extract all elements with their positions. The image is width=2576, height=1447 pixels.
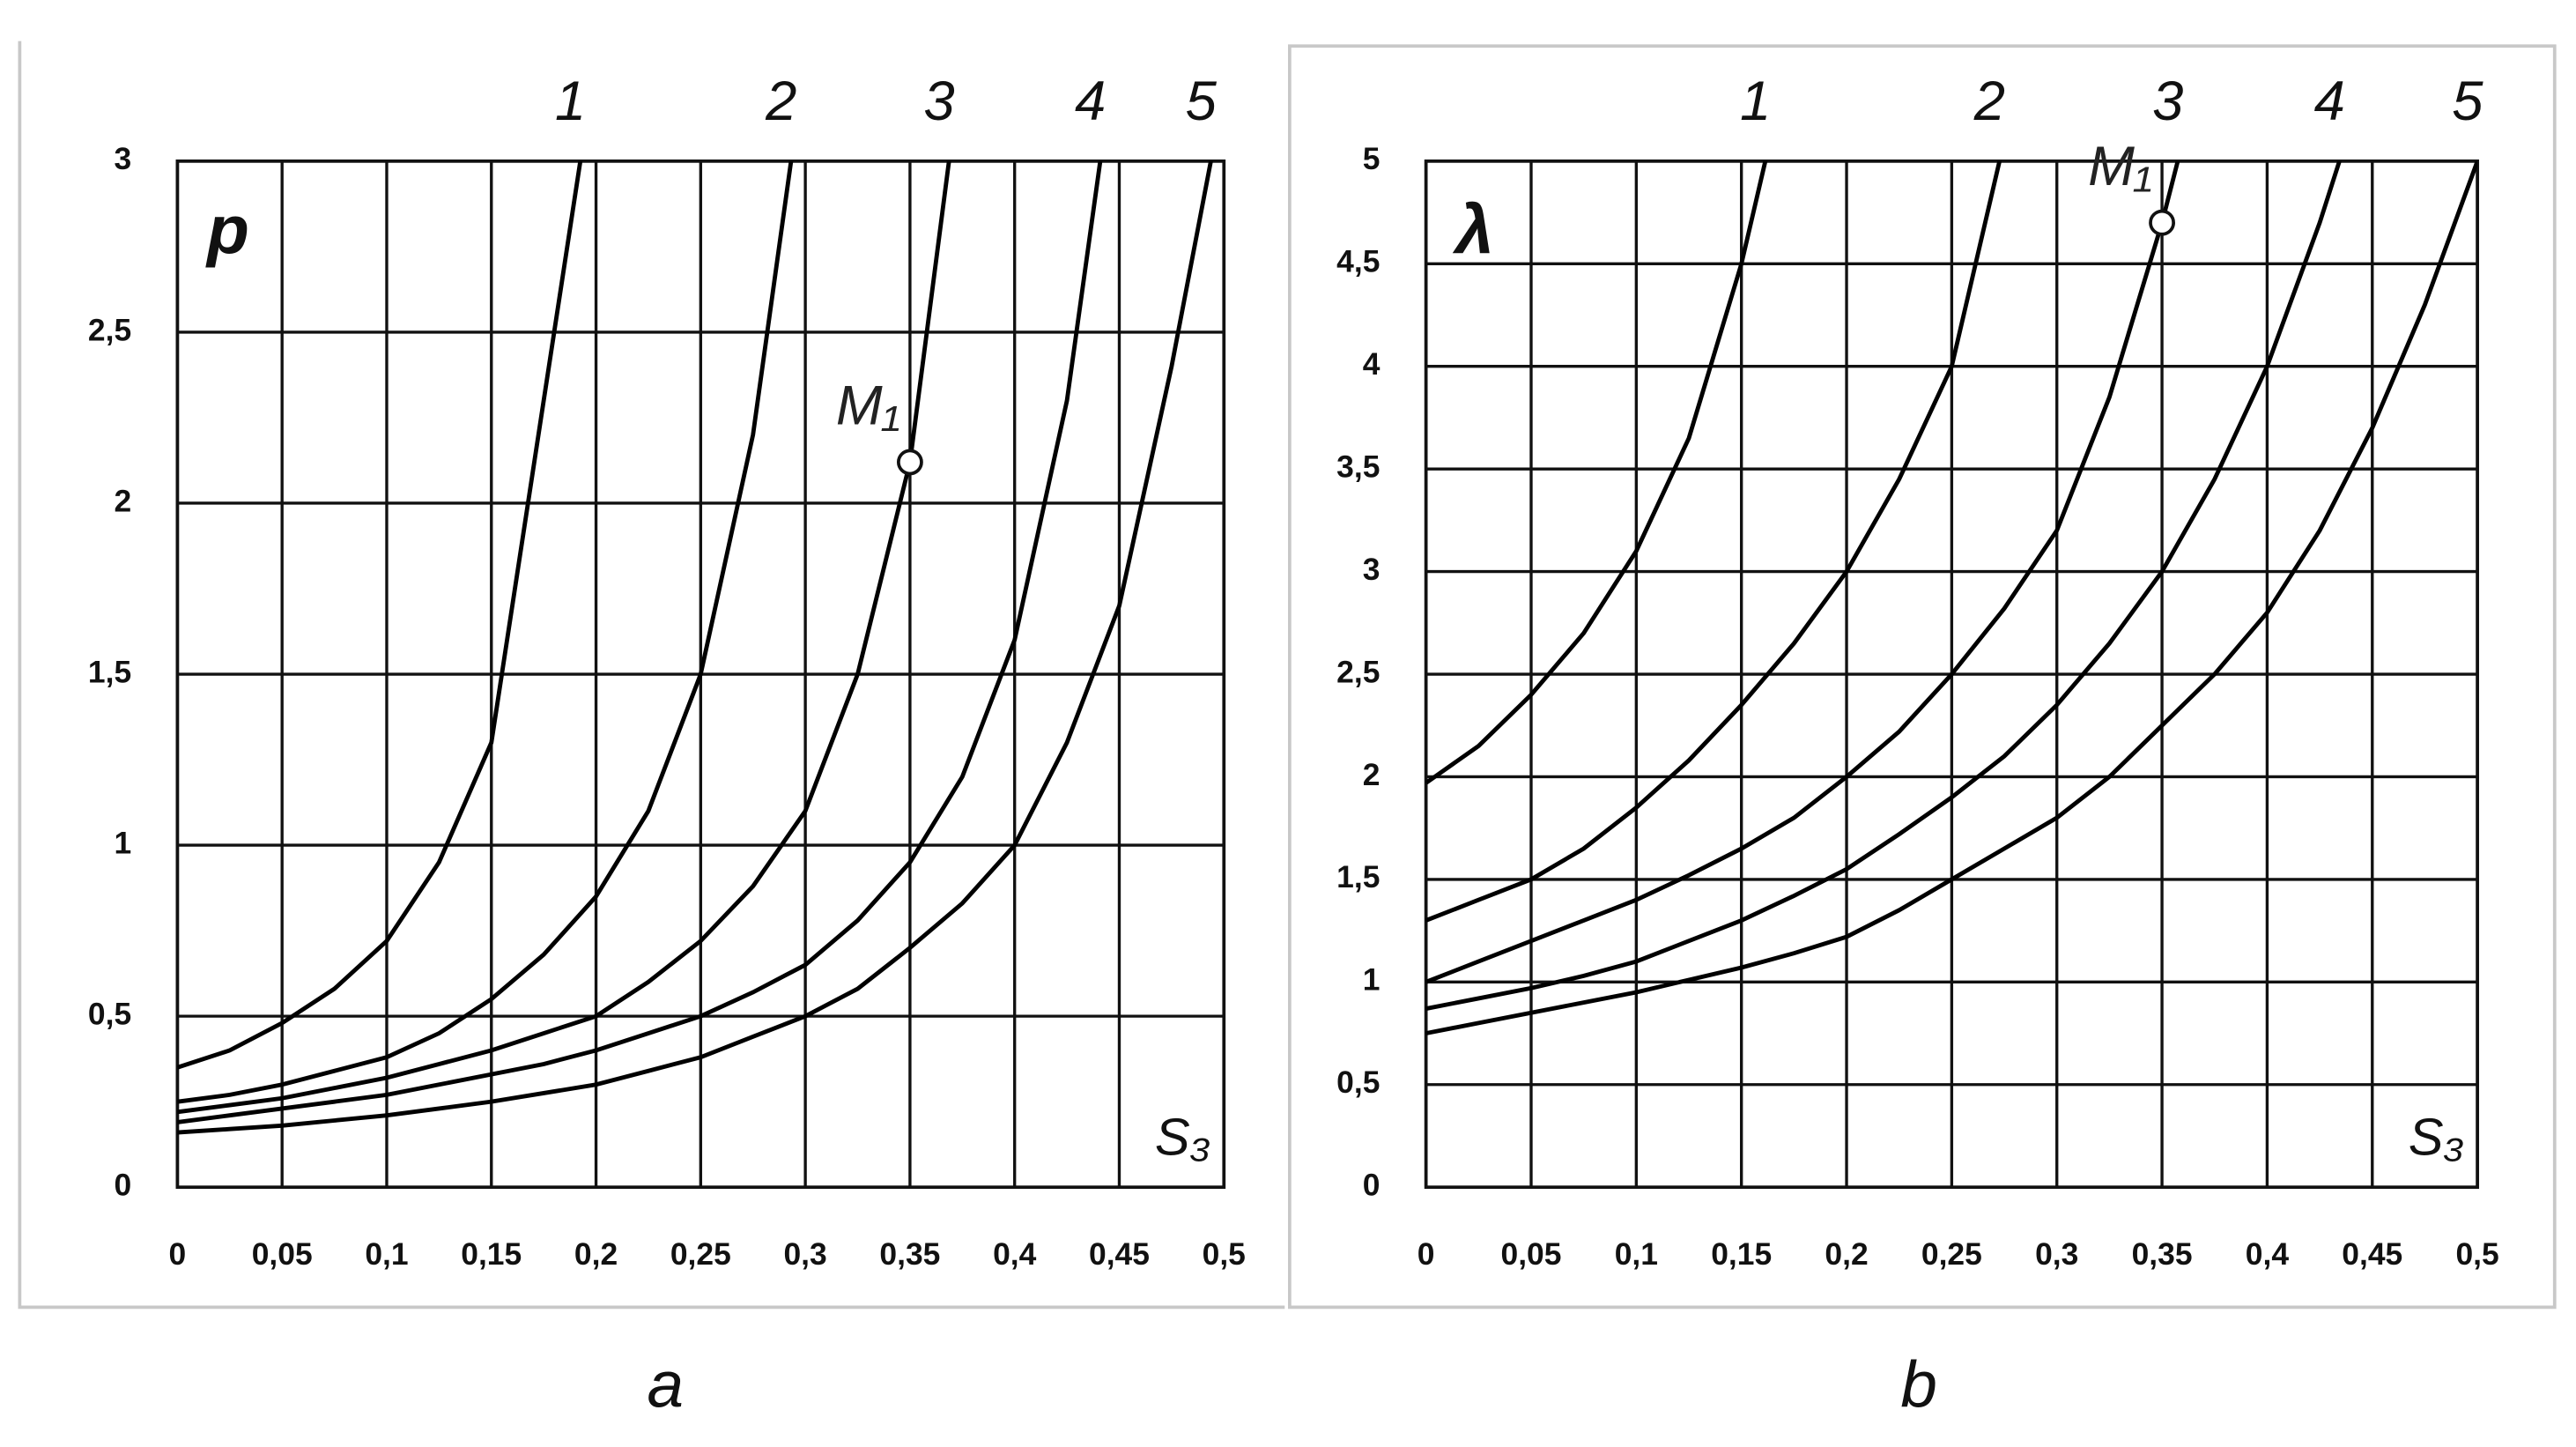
x-tick-label: 0,3 [2035,1236,2078,1272]
series-line [177,160,583,1070]
panel-label: a [647,1347,683,1421]
series-line [177,160,951,1115]
annotation-point [2149,209,2175,236]
series-line [1425,160,1768,785]
series-line [177,160,1103,1124]
x-tick-label: 0,15 [1711,1236,1772,1272]
series-line [1425,160,2002,923]
y-tick-label: 2 [1363,757,1381,792]
y-tick-label: 4,5 [1336,244,1380,279]
y-axis-label: p [205,190,249,268]
series-line [1425,160,2478,1035]
x-tick-label: 0 [169,1236,187,1272]
y-axis-label: λ [1452,190,1494,268]
series-label: 5 [2452,70,2483,132]
y-tick-label: 5 [1363,141,1381,176]
x-tick-label: 0,35 [2132,1236,2193,1272]
panel-frame [18,41,1285,1310]
x-tick-label: 0,05 [1501,1236,1562,1272]
series-label: 1 [1740,70,1771,132]
annotation-label: M₁ [836,375,900,436]
x-tick-label: 0,1 [1615,1236,1658,1272]
x-tick-label: 0,05 [252,1236,313,1272]
series-label: 2 [765,70,796,132]
series-label: 4 [1075,70,1106,132]
series-label: 4 [2314,70,2345,132]
y-tick-label: 1 [1363,962,1381,998]
annotation-point [896,449,923,476]
x-tick-label: 0,5 [1203,1236,1246,1272]
y-tick-label: 0 [1363,1168,1381,1203]
annotation-label: M₁ [2088,136,2152,197]
y-tick-label: 0,5 [1336,1065,1380,1100]
x-tick-label: 0,15 [461,1236,522,1272]
x-tick-label: 0,2 [574,1236,618,1272]
y-tick-label: 2,5 [1336,654,1380,689]
series-label: 1 [555,70,586,132]
series-label: 2 [1973,70,2005,132]
x-tick-label: 0,2 [1825,1236,1868,1272]
x-tick-label: 0,25 [1921,1236,1982,1272]
y-tick-label: 0 [114,1168,131,1203]
y-tick-label: 3 [114,141,131,176]
y-tick-label: 3,5 [1336,449,1380,485]
x-tick-label: 0,4 [993,1236,1037,1272]
y-tick-label: 0,5 [88,996,131,1031]
series-line [1425,160,2343,1011]
x-axis-label: S₃ [1155,1108,1210,1167]
y-tick-label: 1,5 [88,654,131,689]
y-tick-label: 2 [114,483,131,518]
series-line [177,160,1213,1135]
series-label: 5 [1186,70,1218,132]
panel-frame [1288,44,2557,1310]
plot-border [1424,159,2479,1190]
x-tick-label: 0,25 [670,1236,731,1272]
plot-border [175,159,1226,1190]
x-tick-label: 0,35 [879,1236,940,1272]
x-tick-label: 0,3 [783,1236,826,1272]
y-tick-label: 3 [1363,552,1381,587]
y-tick-label: 1 [114,825,131,860]
y-tick-label: 4 [1363,346,1381,382]
x-tick-label: 0,4 [2246,1236,2290,1272]
y-tick-label: 2,5 [88,312,131,347]
series-line [177,160,794,1104]
series-line [1425,160,2180,984]
y-tick-label: 1,5 [1336,859,1380,894]
x-tick-label: 0,1 [365,1236,408,1272]
series-label: 3 [923,70,954,132]
panel-label: b [1900,1347,1936,1421]
x-tick-label: 0,5 [2455,1236,2498,1272]
series-label: 3 [2152,70,2183,132]
x-tick-label: 0 [1418,1236,1435,1272]
x-tick-label: 0,45 [2342,1236,2402,1272]
x-tick-label: 0,45 [1089,1236,1150,1272]
x-axis-label: S₃ [2409,1108,2464,1167]
